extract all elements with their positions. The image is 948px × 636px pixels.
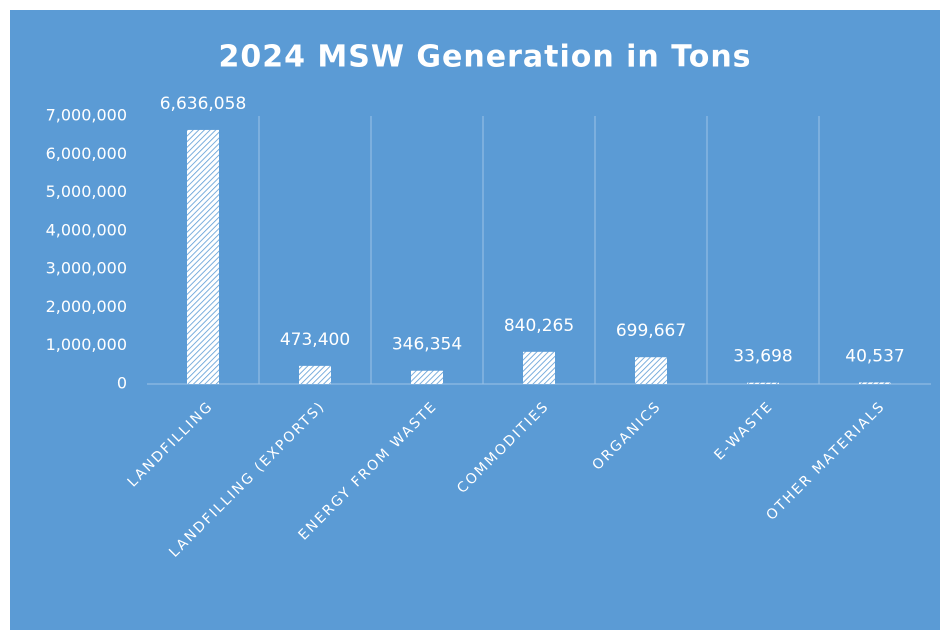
y-tick-label: 5,000,000 (46, 182, 127, 201)
value-label: 6,636,058 (160, 94, 247, 114)
value-label: 40,537 (845, 346, 904, 366)
bar (523, 351, 555, 384)
value-label: 33,698 (733, 347, 792, 367)
y-tick-label: 6,000,000 (46, 144, 127, 163)
chart-title: 2024 MSW Generation in Tons (218, 40, 751, 75)
bar (299, 365, 331, 384)
y-tick-label: 4,000,000 (46, 220, 127, 239)
value-label: 473,400 (280, 330, 350, 350)
bar (411, 370, 443, 384)
bar (187, 129, 219, 384)
value-label: 346,354 (392, 335, 462, 355)
y-tick-label: 0 (117, 374, 127, 393)
value-label: 840,265 (504, 316, 574, 336)
bar (859, 382, 891, 384)
value-label: 699,667 (616, 321, 686, 341)
bar (747, 382, 779, 384)
y-tick-label: 3,000,000 (46, 259, 127, 278)
bar (635, 357, 667, 384)
chart-background (10, 10, 940, 630)
y-tick-label: 7,000,000 (46, 106, 127, 125)
y-tick-label: 1,000,000 (46, 335, 127, 354)
y-tick-label: 2,000,000 (46, 297, 127, 316)
